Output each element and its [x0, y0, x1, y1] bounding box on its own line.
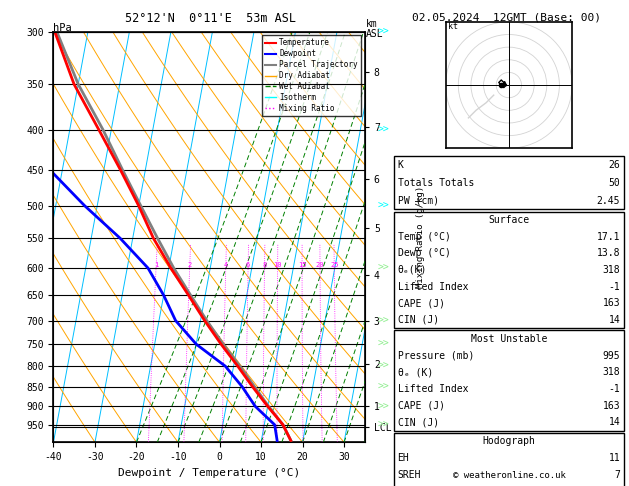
Text: 163: 163 — [603, 400, 620, 411]
Y-axis label: Mixing Ratio (g/kg): Mixing Ratio (g/kg) — [416, 186, 425, 288]
Text: Dewp (°C): Dewp (°C) — [398, 248, 450, 259]
Text: 2.45: 2.45 — [597, 196, 620, 206]
Text: >>: >> — [377, 315, 389, 326]
Text: 02.05.2024  12GMT (Base: 00): 02.05.2024 12GMT (Base: 00) — [412, 12, 601, 22]
Text: >>: >> — [377, 201, 389, 211]
Text: 52°12'N  0°11'E  53m ASL: 52°12'N 0°11'E 53m ASL — [125, 12, 296, 25]
Text: hPa: hPa — [53, 23, 72, 34]
Text: -1: -1 — [608, 384, 620, 394]
Text: ASL: ASL — [366, 29, 384, 39]
Text: 17.1: 17.1 — [597, 232, 620, 242]
Text: 8: 8 — [262, 262, 267, 268]
Text: >>: >> — [377, 27, 389, 36]
Text: EH: EH — [398, 453, 409, 463]
Text: 7: 7 — [615, 470, 620, 480]
Text: >>: >> — [377, 125, 389, 135]
Text: >>: >> — [377, 263, 389, 273]
Text: >>: >> — [377, 382, 389, 392]
Text: 318: 318 — [603, 265, 620, 275]
Text: 318: 318 — [603, 367, 620, 377]
Text: 10: 10 — [274, 262, 282, 268]
Text: CAPE (J): CAPE (J) — [398, 400, 445, 411]
Text: 4: 4 — [224, 262, 228, 268]
Text: >>: >> — [377, 339, 389, 349]
Text: 13.8: 13.8 — [597, 248, 620, 259]
Text: SREH: SREH — [398, 470, 421, 480]
Text: 11: 11 — [608, 453, 620, 463]
Text: 1: 1 — [154, 262, 158, 268]
Text: 20: 20 — [316, 262, 325, 268]
Text: θₑ (K): θₑ (K) — [398, 367, 433, 377]
Text: 995: 995 — [603, 350, 620, 361]
Text: CAPE (J): CAPE (J) — [398, 298, 445, 308]
Text: K: K — [398, 160, 403, 170]
Text: PW (cm): PW (cm) — [398, 196, 438, 206]
Text: 50: 50 — [608, 178, 620, 188]
Legend: Temperature, Dewpoint, Parcel Trajectory, Dry Adiabat, Wet Adiabat, Isotherm, Mi: Temperature, Dewpoint, Parcel Trajectory… — [262, 35, 361, 116]
Text: Most Unstable: Most Unstable — [470, 334, 547, 344]
Text: >>: >> — [377, 401, 389, 411]
Text: Hodograph: Hodograph — [482, 436, 535, 447]
Text: 26: 26 — [608, 160, 620, 170]
Text: km: km — [366, 19, 378, 30]
Text: 163: 163 — [603, 298, 620, 308]
Text: Temp (°C): Temp (°C) — [398, 232, 450, 242]
Text: Pressure (mb): Pressure (mb) — [398, 350, 474, 361]
Text: Totals Totals: Totals Totals — [398, 178, 474, 188]
Text: 14: 14 — [608, 315, 620, 325]
Text: kt: kt — [448, 22, 458, 32]
Text: © weatheronline.co.uk: © weatheronline.co.uk — [453, 471, 566, 480]
Text: >>: >> — [377, 420, 389, 430]
Text: 15: 15 — [298, 262, 306, 268]
Text: >>: >> — [377, 361, 389, 371]
Text: 6: 6 — [246, 262, 250, 268]
Text: 25: 25 — [330, 262, 338, 268]
Text: 2: 2 — [187, 262, 192, 268]
Text: -1: -1 — [608, 281, 620, 292]
Text: CIN (J): CIN (J) — [398, 417, 438, 427]
Text: 14: 14 — [608, 417, 620, 427]
X-axis label: Dewpoint / Temperature (°C): Dewpoint / Temperature (°C) — [118, 468, 300, 478]
Text: θₑ(K): θₑ(K) — [398, 265, 427, 275]
Text: Lifted Index: Lifted Index — [398, 281, 468, 292]
Text: Lifted Index: Lifted Index — [398, 384, 468, 394]
Text: CIN (J): CIN (J) — [398, 315, 438, 325]
Text: Surface: Surface — [488, 215, 530, 225]
